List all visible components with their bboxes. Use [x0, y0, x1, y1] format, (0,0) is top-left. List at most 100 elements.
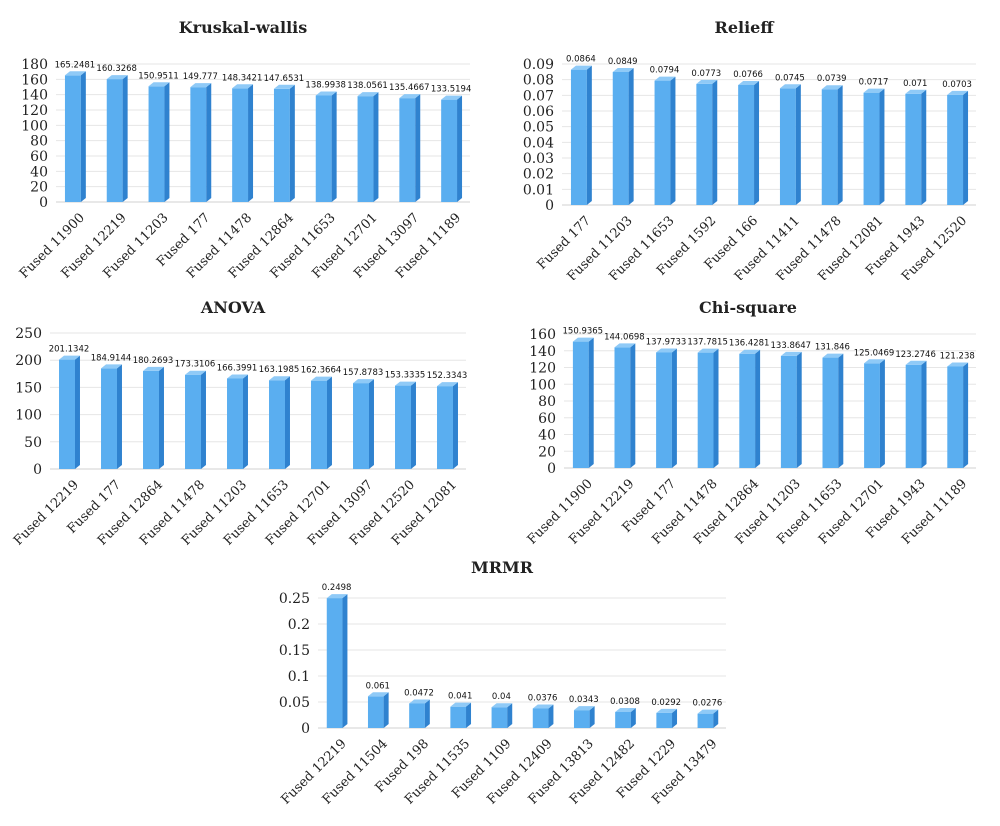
chart-title: Kruskal-wallis — [179, 18, 308, 37]
bar-side — [331, 91, 337, 202]
y-tick-label: 0.07 — [523, 88, 554, 104]
bar-front — [697, 352, 714, 468]
data-label: 153.3335 — [385, 371, 426, 381]
bar-front — [367, 696, 384, 728]
bar-top — [780, 351, 802, 356]
bar-side — [158, 366, 164, 469]
bar-top — [573, 706, 595, 711]
bar-side — [589, 706, 595, 728]
bar-front — [947, 94, 964, 205]
y-tick-label: 180 — [21, 57, 48, 73]
bar-side — [116, 364, 122, 469]
bar-side — [383, 692, 389, 728]
bar-front — [399, 98, 416, 202]
y-tick-label: 0.06 — [523, 104, 554, 120]
bar-front — [437, 386, 453, 469]
bar-top — [905, 360, 927, 365]
bar — [409, 699, 430, 728]
bar-top — [311, 376, 332, 381]
bar — [863, 88, 885, 205]
y-tick-label: 0.03 — [523, 151, 554, 167]
bar-side — [795, 84, 801, 205]
bar-top — [106, 75, 128, 80]
bar — [654, 76, 676, 206]
bar-side — [921, 89, 927, 205]
bar-top — [570, 65, 592, 70]
data-label: 137.9733 — [646, 337, 687, 347]
bar-front — [232, 88, 249, 202]
bar-side — [588, 337, 594, 468]
data-label: 152.3343 — [427, 371, 468, 381]
bar-side — [289, 84, 295, 202]
y-tick-label: 0 — [33, 462, 42, 478]
bar-side — [921, 360, 927, 468]
y-tick-label: 0.04 — [523, 135, 554, 151]
bar-side — [507, 703, 513, 728]
bar-front — [696, 83, 713, 205]
chart-title: MRMR — [471, 558, 534, 577]
chart-panel-anova: ANOVA 0 50 100 150 200 250 201.1342 Fused 12219 1… — [0, 290, 490, 560]
bar-front — [864, 363, 880, 468]
chart-title: Relieff — [715, 18, 775, 37]
bar — [532, 704, 554, 728]
bar — [64, 71, 86, 203]
data-label: 162.3664 — [301, 366, 342, 376]
chart-anova-svg: ANOVA 0 50 100 150 200 250 201.1342 Fused 12219 1… — [11, 298, 468, 549]
bar-front — [441, 99, 458, 202]
data-label: 0.071 — [903, 79, 927, 89]
bar-front — [573, 710, 590, 728]
bar-front — [491, 707, 508, 728]
bar-side — [672, 708, 678, 728]
bar-top — [615, 707, 636, 712]
bar-side — [837, 85, 843, 205]
bar — [615, 707, 636, 728]
bar-side — [630, 343, 636, 468]
y-tick-label: 0.09 — [523, 57, 554, 73]
bar-front — [409, 703, 425, 728]
bar-side — [754, 80, 760, 205]
data-label: 147.6531 — [264, 74, 305, 84]
bar — [697, 709, 719, 728]
bar-top — [612, 67, 634, 72]
x-category-label: Fused 12219 — [11, 477, 82, 548]
bar-side — [452, 382, 458, 469]
data-label: 149.777 — [183, 72, 218, 82]
data-label: 0.0864 — [566, 55, 596, 65]
bar-front — [326, 598, 343, 728]
bar-front — [450, 706, 467, 728]
bar-top — [864, 359, 885, 364]
bar — [357, 92, 379, 202]
data-label: 138.0561 — [347, 81, 388, 91]
data-label: 0.0276 — [693, 699, 723, 709]
bar-top — [738, 80, 760, 85]
data-label: 150.9511 — [138, 71, 179, 81]
y-tick-label: 60 — [538, 411, 556, 427]
y-tick-label: 0.05 — [523, 120, 554, 136]
bar — [269, 376, 290, 469]
data-label: 0.0376 — [528, 693, 558, 703]
y-tick-label: 0.05 — [279, 695, 310, 711]
bar-side — [713, 709, 719, 728]
bar-top — [739, 349, 761, 354]
bar-top — [101, 364, 122, 369]
bar — [780, 351, 802, 468]
data-label: 166.3991 — [217, 363, 258, 373]
bar — [441, 95, 463, 202]
bar-front — [353, 383, 369, 469]
bar — [311, 376, 332, 469]
bar — [395, 381, 416, 469]
bar-side — [200, 370, 206, 469]
bar-front — [739, 353, 756, 468]
bar-top — [697, 709, 719, 714]
chart-relieff-svg: Relieff00.010.020.030.040.050.060.070.08… — [523, 18, 976, 280]
bar-top — [353, 379, 374, 384]
bar-front — [905, 93, 922, 205]
bar-front — [315, 95, 332, 202]
bar-side — [326, 376, 332, 469]
bar — [185, 370, 206, 469]
bar-front — [615, 711, 631, 728]
bar-side — [284, 376, 290, 469]
data-label: 131.846 — [815, 343, 850, 353]
chart-title: Chi-square — [699, 298, 797, 317]
